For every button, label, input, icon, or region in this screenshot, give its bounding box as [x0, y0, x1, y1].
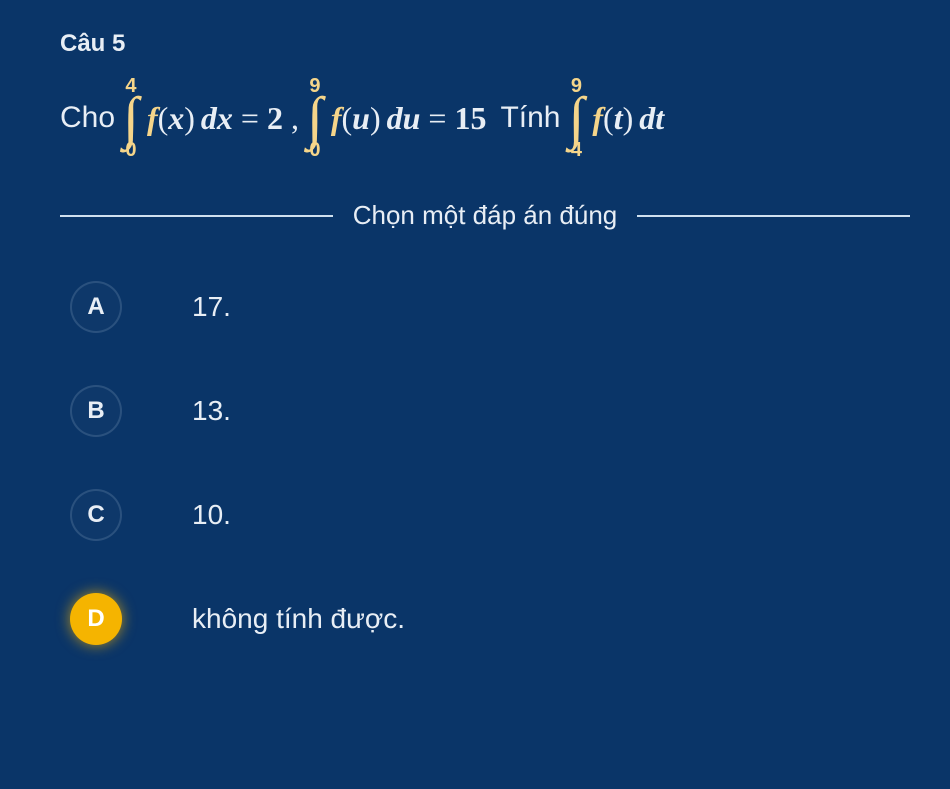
value-2: 15 — [454, 100, 486, 137]
options-list: A 17. B 13. C 10. D không tính được. — [60, 281, 910, 645]
integrand-3: f ( t ) dt — [592, 100, 664, 137]
divider-line-left — [60, 215, 333, 217]
option-letter-c[interactable]: C — [70, 489, 122, 541]
question-expression: Cho 4 ∫ 0 f ( x ) dx = 2 , 9 ∫ 0 f ( u )… — [60, 76, 910, 160]
integral-3: 9 ∫ 4 — [568, 76, 584, 160]
value-1: 2 — [267, 100, 283, 137]
option-letter-a[interactable]: A — [70, 281, 122, 333]
integrand-1: f ( x ) dx — [147, 100, 233, 137]
divider-line-right — [637, 215, 910, 217]
equals-1: = — [241, 100, 259, 137]
prompt-text: Chọn một đáp án đúng — [353, 200, 618, 231]
option-c[interactable]: C 10. — [70, 489, 910, 541]
word-tinh: Tính — [500, 101, 560, 135]
integrand-2: f ( u ) du — [331, 100, 421, 137]
option-text-a: 17. — [192, 291, 231, 323]
option-letter-b[interactable]: B — [70, 385, 122, 437]
integral-2: 9 ∫ 0 — [307, 76, 323, 160]
option-letter-d[interactable]: D — [70, 593, 122, 645]
option-text-d: không tính được. — [192, 603, 405, 635]
prompt-divider: Chọn một đáp án đúng — [60, 200, 910, 231]
option-a[interactable]: A 17. — [70, 281, 910, 333]
option-text-b: 13. — [192, 395, 231, 427]
equals-2: = — [428, 100, 446, 137]
option-d[interactable]: D không tính được. — [70, 593, 910, 645]
integral-1: 4 ∫ 0 — [123, 76, 139, 160]
word-cho: Cho — [60, 101, 115, 135]
option-text-c: 10. — [192, 499, 231, 531]
option-b[interactable]: B 13. — [70, 385, 910, 437]
comma: , — [291, 100, 299, 137]
question-number: Câu 5 — [60, 30, 910, 58]
